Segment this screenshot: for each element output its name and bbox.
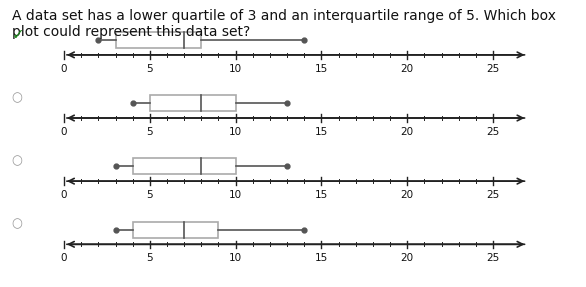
Text: 15: 15: [315, 64, 328, 74]
Text: 5: 5: [146, 127, 153, 137]
Text: 20: 20: [401, 64, 414, 74]
Text: A data set has a lower quartile of 3 and an interquartile range of 5. Which box : A data set has a lower quartile of 3 and…: [12, 9, 556, 39]
Text: ✓: ✓: [12, 27, 25, 42]
FancyBboxPatch shape: [132, 222, 219, 238]
FancyBboxPatch shape: [115, 32, 202, 48]
Text: ○: ○: [12, 91, 23, 104]
Text: 0: 0: [61, 253, 67, 263]
FancyBboxPatch shape: [132, 158, 236, 174]
Text: 0: 0: [61, 64, 67, 74]
Text: 15: 15: [315, 127, 328, 137]
Text: 10: 10: [229, 64, 242, 74]
Text: 25: 25: [486, 127, 500, 137]
Text: ○: ○: [12, 217, 23, 230]
FancyBboxPatch shape: [150, 95, 236, 111]
Text: 5: 5: [146, 253, 153, 263]
Text: 20: 20: [401, 190, 414, 200]
Text: 15: 15: [315, 253, 328, 263]
Text: ○: ○: [12, 154, 23, 167]
Text: 5: 5: [146, 64, 153, 74]
Text: 0: 0: [61, 190, 67, 200]
Text: 20: 20: [401, 127, 414, 137]
Text: 0: 0: [61, 127, 67, 137]
Text: 5: 5: [146, 190, 153, 200]
Text: 10: 10: [229, 253, 242, 263]
Text: 25: 25: [486, 253, 500, 263]
Text: 20: 20: [401, 253, 414, 263]
Text: 10: 10: [229, 127, 242, 137]
Text: 10: 10: [229, 190, 242, 200]
Text: 15: 15: [315, 190, 328, 200]
Text: 25: 25: [486, 64, 500, 74]
Text: 25: 25: [486, 190, 500, 200]
